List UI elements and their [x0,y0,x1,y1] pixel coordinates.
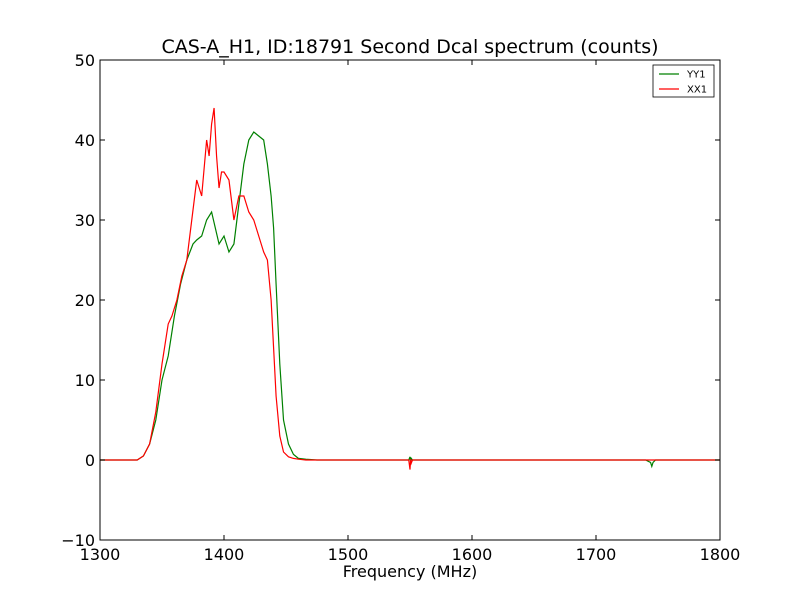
y-tick-label: 10 [75,371,95,390]
legend: YY1 XX1 [652,64,715,98]
axis-ticks: 1300 1400 1500 1600 1700 1800 −10 0 10 20 30 40 50 [61,51,740,564]
x-tick-label: 1500 [328,545,369,564]
y-tick-label: 0 [85,451,95,470]
x-tick-label: 1600 [452,545,493,564]
x-axis-label: Frequency (MHz) [343,562,477,581]
plot-area [100,107,720,470]
x-tick-label: 1800 [700,545,741,564]
y-tick-label: 50 [75,51,95,70]
legend-label-yy1: YY1 [686,70,706,81]
y-tick-label: −10 [61,531,95,550]
legend-box [652,64,715,98]
y-tick-label: 30 [75,211,95,230]
series-line-xx1 [100,107,720,470]
y-tick-label: 40 [75,131,95,150]
x-tick-label: 1400 [204,545,245,564]
chart-title: CAS-A_H1, ID:18791 Second Dcal spectrum … [161,36,658,58]
y-tick-label: 20 [75,291,95,310]
x-tick-label: 1700 [576,545,617,564]
x-tick-label: 1300 [80,545,121,564]
legend-label-xx1: XX1 [687,85,707,96]
